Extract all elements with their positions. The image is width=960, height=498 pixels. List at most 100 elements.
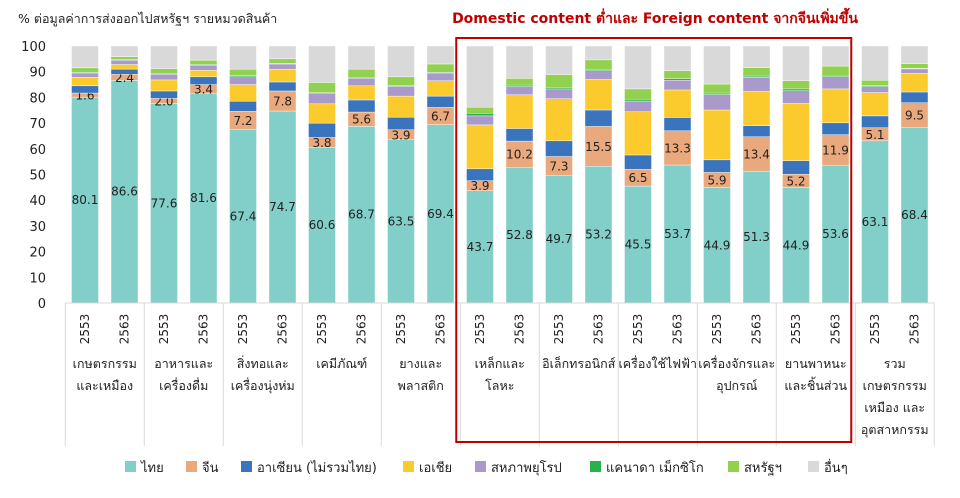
y-tick-label: 50 (29, 169, 46, 184)
category-label: เครื่องนุ่งห่ม (231, 377, 295, 394)
year-label: 2563 (829, 314, 843, 345)
bar-segment (742, 125, 771, 137)
bar-segment (703, 92, 731, 95)
highlight-annotation: Domestic content ต่ำและ Foreign content … (452, 7, 858, 27)
bar-segment (229, 68, 257, 76)
bar-segment (782, 160, 810, 175)
legend-label: แคนาดา เม็กซิโก (606, 458, 704, 476)
bar-segment (742, 67, 771, 77)
bar-segment (545, 88, 573, 99)
bar-segment (110, 68, 139, 75)
data-label: 6.7 (431, 110, 450, 124)
bar-segment (268, 58, 297, 64)
bar-segment (308, 122, 336, 138)
category-label: เหมือง และ (864, 400, 925, 415)
bar-segment (703, 159, 731, 173)
bar-segment (584, 70, 613, 80)
bar-segment (703, 94, 731, 111)
bar-segment (268, 45, 297, 60)
legend-label: เอเชีย (419, 460, 452, 476)
bar-segment (584, 45, 613, 61)
bar-segment (584, 109, 613, 127)
bar-segment (466, 45, 494, 108)
legend-swatch (186, 461, 197, 472)
bar-segment (110, 59, 139, 65)
bar-segment (505, 167, 534, 304)
category-label: เครื่องจักรและ (698, 355, 775, 371)
data-label: 67.4 (230, 209, 257, 223)
bar-segment (900, 45, 929, 64)
category-label: เครื่องดื่ม (159, 377, 208, 393)
bar-segment (189, 76, 218, 85)
bar-segment (505, 94, 534, 129)
bar-segment (742, 91, 771, 126)
year-label: 2563 (355, 314, 369, 345)
bar-segment (150, 90, 178, 99)
bar-segment (387, 116, 415, 130)
bar-segment (861, 115, 889, 128)
category-label: เคมีภัณฑ์ (316, 356, 367, 371)
bar-segment (71, 45, 99, 69)
year-label: 2553 (789, 314, 803, 345)
bar-segment (71, 67, 99, 73)
year-label: 2553 (394, 314, 408, 345)
bar-segment (782, 88, 810, 91)
year-label: 2553 (236, 314, 250, 345)
category-label: เหล็กและ (475, 356, 525, 371)
bar-segment (703, 83, 731, 94)
y-tick-label: 30 (29, 220, 46, 235)
year-label: 2563 (908, 314, 922, 345)
category-label: พลาสติก (398, 378, 444, 393)
bar-segment (545, 87, 573, 90)
legend-label: ไทย (140, 460, 164, 476)
data-label: 3.8 (312, 136, 331, 150)
bar-segment (347, 85, 376, 101)
y-tick-label: 20 (29, 246, 46, 261)
data-label: 5.6 (352, 113, 371, 127)
bar-segment (663, 78, 692, 81)
bar-segment (189, 70, 218, 78)
bar-segment (545, 175, 573, 304)
bar-segment (71, 85, 99, 94)
data-label: 81.6 (190, 191, 217, 205)
bar-segment (150, 68, 178, 74)
bar-segment (624, 45, 652, 90)
bar-segment (742, 136, 771, 172)
bar-segment (505, 128, 534, 142)
data-label: 43.7 (467, 240, 494, 254)
year-label: 2563 (434, 314, 448, 345)
year-label: 2563 (671, 314, 685, 345)
bar-segment (861, 86, 889, 93)
legend-swatch (590, 461, 601, 472)
bar-segment (782, 80, 810, 90)
bar-segment (308, 45, 336, 83)
bar-segment (308, 82, 336, 93)
category-label: และชิ้นส่วน (784, 376, 847, 393)
data-label: 63.5 (388, 214, 415, 228)
category-label: ยางและ (399, 356, 442, 371)
bar-segment (110, 64, 139, 70)
y-tick-label: 100 (21, 40, 46, 55)
bar-segment (71, 77, 99, 87)
year-label: 2553 (315, 314, 329, 345)
bar-segment (663, 130, 692, 166)
y-tick-label: 70 (29, 117, 46, 132)
bar-segment (308, 93, 336, 105)
y-tick-label: 80 (29, 91, 46, 106)
category-label: อุปกรณ์ (716, 378, 758, 394)
year-label: 2563 (197, 314, 211, 345)
bar-segment (624, 154, 652, 170)
bar-segment (782, 90, 810, 104)
bar-segment (189, 45, 218, 61)
bar-segment (268, 81, 297, 92)
category-label: และเหมือง (76, 378, 133, 393)
bar-segment (268, 63, 297, 70)
bar-segment (861, 79, 889, 86)
bar-segment (782, 45, 810, 81)
bar-segment (584, 59, 613, 70)
data-label: 5.1 (865, 128, 884, 142)
y-tick-label: 0 (38, 297, 46, 312)
bar-segment (426, 45, 455, 65)
data-label: 51.3 (743, 230, 770, 244)
data-label: 5.9 (707, 174, 726, 188)
